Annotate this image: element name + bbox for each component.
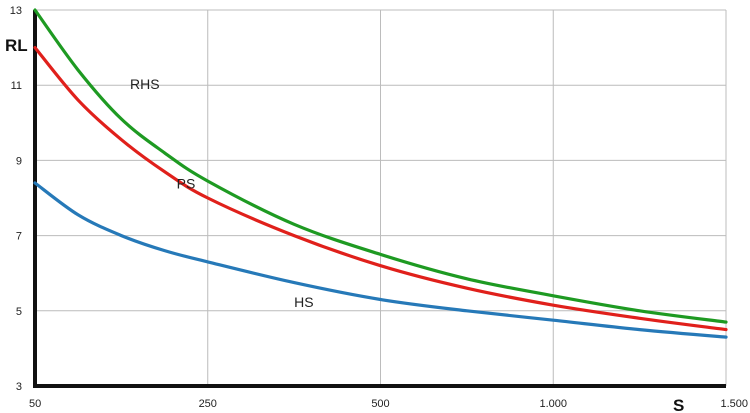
axes [33,10,726,388]
series-line-hs [33,181,728,339]
series-line-rhs [33,8,728,324]
x-tick-labels: 50 250 500 1.000 1.500 [29,398,748,410]
series-label-hs: HS [294,294,313,310]
series-label-ps: PS [177,176,196,192]
y-tick-label: 3 [16,381,22,393]
x-tick-label: 500 [371,398,389,410]
y-tick-label: 5 [16,306,22,318]
x-tick-label: 1.500 [720,398,748,410]
x-tick-label: 250 [199,398,217,410]
x-axis-title: S [673,396,684,413]
x-tick-label: 50 [29,398,41,410]
y-tick-label: 7 [16,231,22,243]
series-labels: RHS PS HS [130,76,314,310]
y-tick-labels: 3 5 7 9 11 13 [10,5,22,393]
x-tick-label: 1.000 [539,398,567,410]
series-line-ps [33,46,728,332]
y-tick-label: 11 [11,80,22,92]
series-lines [33,8,728,339]
series-label-rhs: RHS [130,76,160,92]
grid-lines [34,9,727,387]
y-tick-label: 9 [16,155,22,167]
y-tick-label: 13 [10,5,22,17]
y-axis-title: RL [5,36,28,55]
